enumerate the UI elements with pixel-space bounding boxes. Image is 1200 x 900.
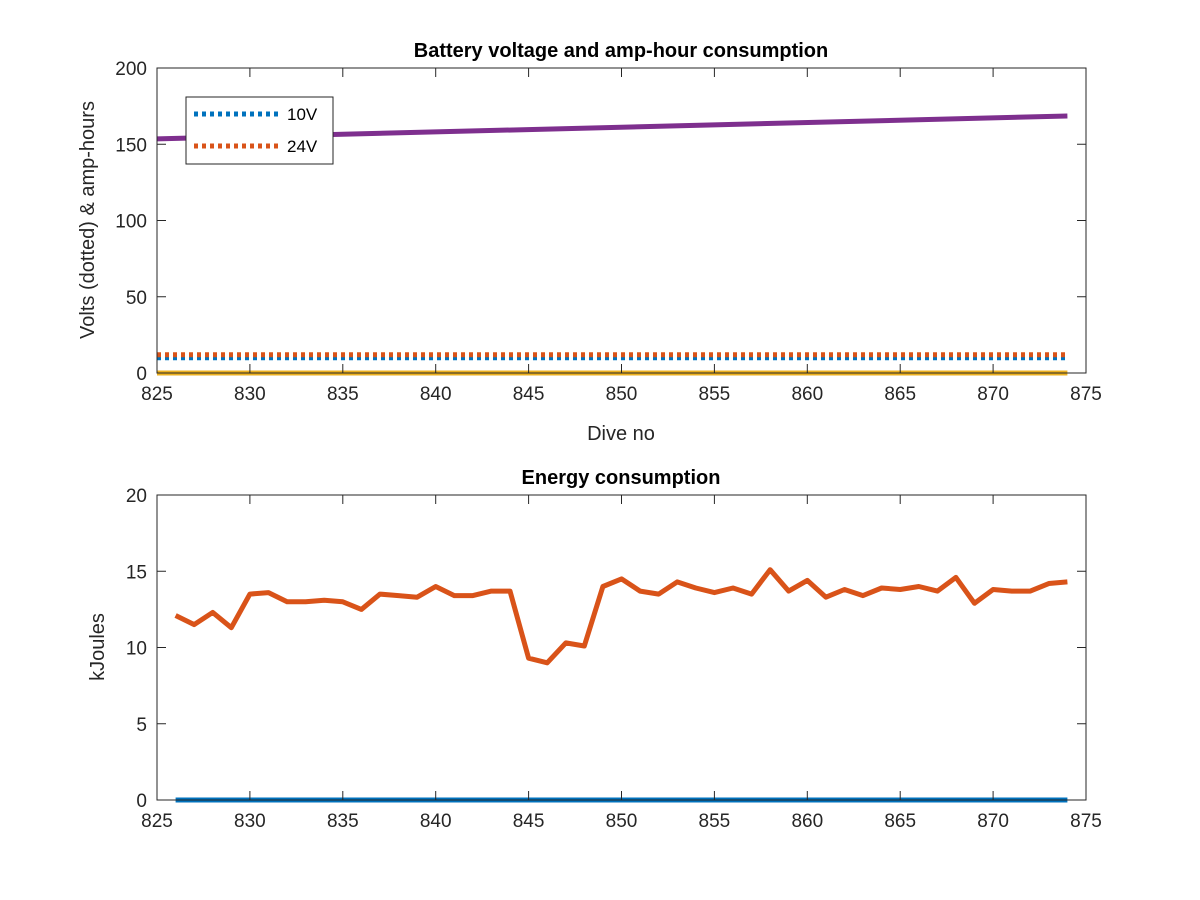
x-tick-label: 875: [1070, 811, 1102, 832]
y-tick-label: 200: [115, 59, 147, 80]
x-tick-label: 825: [141, 384, 173, 405]
x-tick-label: 865: [884, 384, 916, 405]
x-tick-label: 870: [977, 384, 1009, 405]
series-line-1-0: [174, 567, 1068, 666]
ticks-layer: 825 830 835 840 845 850 855 860 865 870 875 0 5 10 15 2…: [126, 486, 1102, 832]
y-tick-label: 0: [136, 364, 147, 385]
y-tick-label: 100: [115, 212, 147, 233]
x-tick-label: 840: [420, 384, 452, 405]
x-tick-label: 855: [699, 384, 731, 405]
chart-title: Battery voltage and amp-hour consumption: [414, 40, 828, 62]
y-tick-label: 20: [126, 486, 147, 507]
x-tick-label: 830: [234, 384, 266, 405]
x-tick-label: 825: [141, 811, 173, 832]
axes-energy: 825 830 835 840 845 850 855 860 865 870 875 0 5 10 15 2…: [87, 467, 1102, 832]
y-tick-label: 150: [115, 135, 147, 156]
x-tick-label: 835: [327, 811, 359, 832]
chart-title: Energy consumption: [522, 467, 721, 489]
x-tick-label: 840: [420, 811, 452, 832]
x-tick-label: 845: [513, 811, 545, 832]
y-tick-label: 10: [126, 639, 147, 660]
legend: 10V 24V: [185, 96, 334, 165]
y-axis-label: Volts (dotted) & amp-hours: [77, 101, 99, 339]
x-tick-label: 870: [977, 811, 1009, 832]
x-tick-label: 850: [606, 384, 638, 405]
x-tick-label: 845: [513, 384, 545, 405]
y-tick-label: 50: [126, 288, 147, 309]
y-axis-label: kJoules: [87, 613, 109, 681]
x-tick-label: 875: [1070, 384, 1102, 405]
legend-box: [185, 96, 334, 165]
y-tick-label: 5: [136, 715, 147, 736]
x-tick-label: 855: [699, 811, 731, 832]
x-tick-label: 865: [884, 811, 916, 832]
x-tick-label: 835: [327, 384, 359, 405]
legend-label-10v: 10V: [287, 105, 318, 124]
plot-area: [157, 495, 1086, 800]
x-tick-label: 860: [791, 811, 823, 832]
axes-battery: 825 830 835 840 845 850 855 860 865 870 875 0 50 100 1…: [77, 40, 1102, 445]
legend-label-24v: 24V: [287, 137, 318, 156]
x-tick-label: 850: [606, 811, 638, 832]
x-tick-label: 830: [234, 811, 266, 832]
y-tick-label: 0: [136, 791, 147, 812]
x-axis-label: Dive no: [587, 423, 655, 445]
ticks-layer: 825 830 835 840 845 850 855 860 865 870 875 0 50 100 1…: [115, 59, 1102, 405]
y-tick-label: 15: [126, 562, 147, 583]
x-tick-label: 860: [791, 384, 823, 405]
